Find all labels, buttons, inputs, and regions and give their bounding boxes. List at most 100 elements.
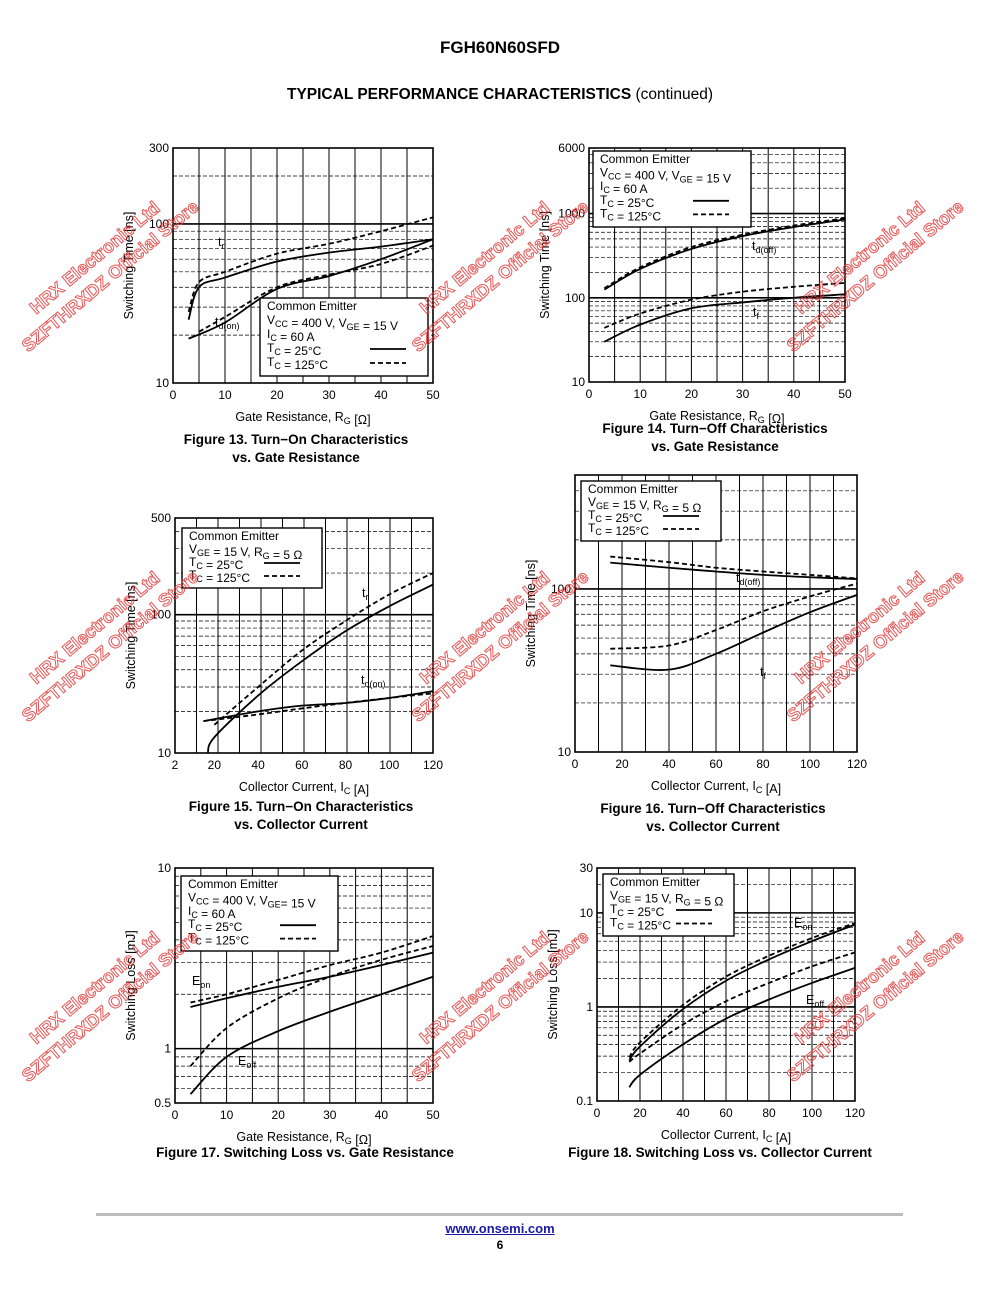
legend-entry: IC = 60 A — [600, 179, 648, 196]
y-axis-label: Switching Time [ns] — [524, 560, 538, 668]
caption-figure-14-line2: vs. Gate Resistance — [651, 439, 779, 454]
legend-entry: IC = 60 A — [267, 327, 315, 344]
x-axis-label: Gate Resistance, RG [Ω] — [649, 409, 784, 426]
caption-figure-16: Figure 16. Turn−Off Characteristics vs. … — [523, 800, 903, 836]
curve-label: Eoff — [806, 993, 825, 1009]
x-tick-label: 80 — [756, 757, 770, 771]
y-tick-label: 100 — [565, 291, 585, 305]
x-tick-label: 20 — [633, 1106, 647, 1120]
x-tick-label: 40 — [787, 387, 801, 401]
chart-figure-18: 0 20 40 60 80 100 120 0.1 1 10 30 Collector Current… — [546, 861, 865, 1145]
series-line-tf-25c — [610, 594, 858, 671]
legend-entry: TC = 125°C — [189, 568, 250, 585]
x-tick-label: 80 — [339, 758, 353, 772]
series-line-eon-25c — [190, 951, 434, 1008]
legend-box — [580, 480, 722, 542]
series-line-tr-25c — [206, 583, 434, 754]
legend-entry: TC = 125°C — [600, 206, 661, 223]
series-line-tdon-25c — [203, 690, 434, 723]
x-tick-label: 120 — [845, 1106, 865, 1120]
y-tick-label: 10 — [580, 906, 594, 920]
legend-entry: Common Emitter — [588, 482, 678, 496]
y-tick-label: 100 — [151, 608, 171, 622]
x-tick-label: 20 — [685, 387, 699, 401]
x-axis-label: Gate Resistance, RG [Ω] — [236, 1130, 371, 1147]
x-tick-label: 40 — [375, 1108, 389, 1122]
y-tick-label: 0.1 — [576, 1094, 593, 1108]
x-axis-label: Collector Current, IC [A] — [651, 779, 781, 796]
y-tick-label: 100 — [551, 582, 571, 596]
curve-label: Eon — [192, 974, 210, 990]
x-tick-label: 60 — [709, 757, 723, 771]
y-tick-label: 10 — [558, 745, 572, 759]
series-line-tdoff-125c — [603, 217, 846, 289]
y-axis-label: Switching Time [ns] — [538, 211, 552, 319]
curve-label: Eon — [794, 916, 812, 932]
legend-entry: TC = 25°C — [588, 508, 643, 525]
x-tick-label: 60 — [719, 1106, 733, 1120]
x-tick-label: 10 — [218, 388, 232, 402]
x-axis-label: Collector Current, IC [A] — [661, 1128, 791, 1145]
legend-entry: TC = 125°C — [188, 931, 249, 948]
plot-frame — [174, 517, 434, 754]
legend-entry: TC = 125°C — [610, 916, 671, 933]
series-line-eon-125c — [628, 922, 856, 1059]
series-line-tr-25c — [187, 238, 434, 320]
legend-entry: TC = 125°C — [267, 355, 328, 372]
part-number: FGH60N60SFD — [440, 38, 560, 57]
section-title-main: TYPICAL PERFORMANCE CHARACTERISTICS — [286, 86, 632, 103]
y-tick-label: 10 — [156, 376, 170, 390]
curve-label: tr — [362, 586, 368, 602]
series-line-tf-125c — [604, 282, 846, 329]
section-title-suffix: (continued) — [635, 86, 714, 103]
x-tick-label: 10 — [634, 387, 648, 401]
curve-label: tf — [760, 665, 766, 681]
legend-entry: VCC = 400 V, VGE= 15 V — [188, 890, 316, 910]
series-line-tr-125c — [187, 216, 434, 313]
x-tick-label: 50 — [426, 1108, 440, 1122]
caption-figure-15-line2: vs. Collector Current — [234, 817, 368, 832]
legend-entry: IC = 60 A — [188, 904, 236, 921]
series-line-tf-25c — [603, 293, 846, 343]
plot-frame — [596, 867, 856, 1102]
legend-box — [180, 875, 339, 952]
caption-figure-16-line1: Figure 16. Turn−Off Characteristics — [600, 801, 826, 816]
curve-label: td(off) — [736, 571, 760, 587]
series-line-eoff-25c — [189, 975, 434, 1095]
x-tick-label: 0 — [572, 757, 579, 771]
caption-figure-15: Figure 15. Turn−On Characteristics vs. C… — [111, 798, 491, 834]
plot-frame — [574, 474, 858, 753]
legend-entry: Common Emitter — [600, 152, 690, 166]
caption-figure-13-line1: Figure 13. Turn−On Characteristics — [183, 432, 409, 447]
footer-rule — [96, 1213, 903, 1216]
legend-entry: Common Emitter — [188, 877, 278, 891]
legend-box — [602, 873, 735, 937]
x-tick-label: 80 — [762, 1106, 776, 1120]
y-tick-label: 10 — [158, 746, 172, 760]
x-tick-label: 50 — [838, 387, 852, 401]
y-tick-label: 30 — [580, 861, 594, 875]
curve-label: td(on) — [361, 673, 386, 689]
x-tick-label: 30 — [323, 1108, 337, 1122]
y-axis-label: Switching Loss [mJ] — [124, 930, 138, 1040]
plot-frame — [172, 147, 434, 384]
x-tick-label: 0 — [170, 388, 177, 402]
legend-entry: TC = 125°C — [588, 521, 649, 538]
y-tick-label: 0.5 — [154, 1096, 171, 1110]
x-tick-label: 20 — [208, 758, 222, 772]
y-tick-label: 6000 — [558, 141, 585, 155]
y-axis-label: Switching Time [ns] — [124, 582, 138, 690]
legend-entry: TC = 25°C — [267, 341, 322, 358]
page-number: 6 — [496, 1238, 504, 1252]
legend-entry: VGE = 15 V, RG = 5 Ω — [588, 495, 701, 515]
series-line-tdoff-25c — [610, 561, 858, 580]
caption-figure-14: Figure 14. Turn−Off Characteristics vs. … — [525, 420, 905, 456]
curve-label: tf — [753, 305, 759, 321]
footer-url-link[interactable]: www.onsemi.com — [445, 1221, 555, 1236]
series-line-tr-125c — [213, 572, 434, 726]
x-tick-label: 30 — [322, 388, 336, 402]
x-tick-label: 0 — [594, 1106, 601, 1120]
